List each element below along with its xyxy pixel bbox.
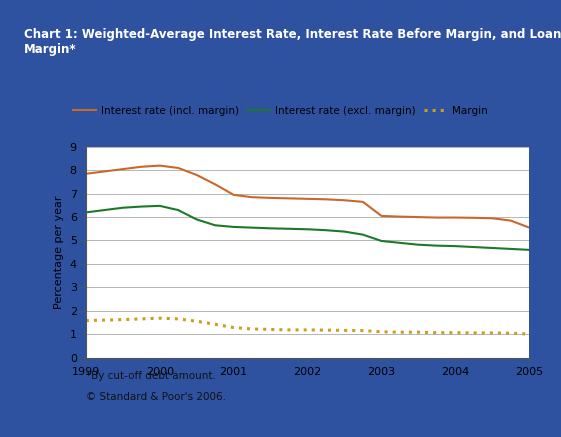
Text: *By cut-off debt amount.: *By cut-off debt amount. (86, 371, 215, 381)
Y-axis label: Percentage per year: Percentage per year (54, 195, 64, 309)
Text: © Standard & Poor's 2006.: © Standard & Poor's 2006. (86, 392, 226, 402)
Legend: Interest rate (incl. margin), Interest rate (excl. margin), Margin: Interest rate (incl. margin), Interest r… (68, 102, 493, 120)
Text: Chart 1: Weighted-Average Interest Rate, Interest Rate Before Margin, and Loan
M: Chart 1: Weighted-Average Interest Rate,… (24, 28, 561, 56)
